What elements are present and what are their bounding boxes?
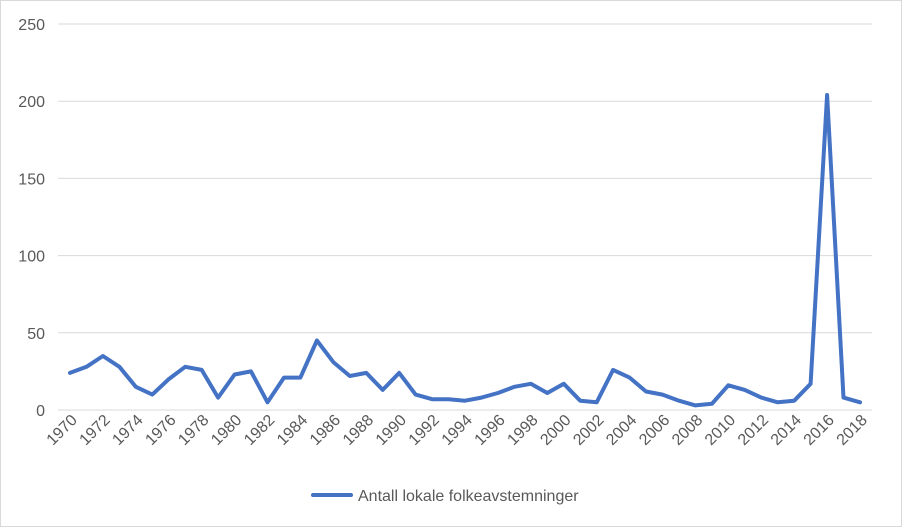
- data-point-1971: [84, 365, 88, 369]
- data-point-2003: [611, 368, 615, 372]
- data-point-1983: [282, 376, 286, 380]
- data-point-2007: [677, 399, 681, 403]
- data-point-2001: [578, 399, 582, 403]
- x-tick-label: 1986: [307, 412, 344, 449]
- data-point-1977: [183, 365, 187, 369]
- data-point-1978: [200, 368, 204, 372]
- data-point-1994: [463, 399, 467, 403]
- x-tick-label: 1970: [44, 412, 81, 449]
- x-tick-label: 1996: [472, 412, 509, 449]
- data-point-1982: [266, 400, 270, 404]
- x-tick-label: 1974: [109, 412, 146, 449]
- x-tick-label: 2016: [801, 412, 838, 449]
- x-tick-label: 1988: [340, 412, 377, 449]
- x-tick-label: 2008: [669, 412, 706, 449]
- data-point-1972: [101, 354, 105, 358]
- data-point-2005: [644, 389, 648, 393]
- data-point-1975: [150, 393, 154, 397]
- data-point-1981: [249, 369, 253, 373]
- data-point-2008: [693, 403, 697, 407]
- data-point-1993: [447, 397, 451, 401]
- data-point-2000: [562, 382, 566, 386]
- y-tick-label: 200: [18, 94, 45, 111]
- data-point-1990: [397, 371, 401, 375]
- data-point-1970: [68, 371, 72, 375]
- x-tick-label: 1976: [142, 412, 179, 449]
- data-point-1976: [167, 377, 171, 381]
- data-point-2017: [842, 396, 846, 400]
- data-point-1988: [364, 371, 368, 375]
- x-tick-label: 2014: [768, 412, 805, 449]
- x-tick-label: 2018: [834, 412, 871, 449]
- data-point-1980: [233, 372, 237, 376]
- y-tick-label: 250: [18, 17, 45, 34]
- legend-label: Antall lokale folkeavstemninger: [358, 488, 579, 505]
- x-tick-label: 1984: [274, 412, 311, 449]
- legend: Antall lokale folkeavstemninger: [311, 488, 579, 505]
- data-point-1985: [315, 339, 319, 343]
- data-point-1999: [545, 391, 549, 395]
- x-tick-label: 2004: [603, 412, 640, 449]
- data-point-1998: [529, 382, 533, 386]
- data-point-1996: [496, 391, 500, 395]
- data-point-2016: [825, 93, 829, 97]
- x-tick-label: 1972: [77, 412, 114, 449]
- x-tick-label: 1980: [208, 412, 245, 449]
- data-point-1987: [348, 374, 352, 378]
- x-tick-label: 2006: [636, 412, 673, 449]
- y-tick-label: 50: [27, 326, 45, 343]
- data-point-2014: [792, 399, 796, 403]
- data-point-1979: [216, 396, 220, 400]
- data-point-1991: [414, 393, 418, 397]
- data-points: [68, 93, 862, 407]
- data-point-2010: [726, 383, 730, 387]
- data-point-2015: [809, 382, 813, 386]
- y-axis: 0 50 100 150 200 250: [18, 17, 45, 420]
- gridlines: [58, 23, 872, 411]
- x-tick-label: 1994: [439, 412, 476, 449]
- data-point-1992: [430, 397, 434, 401]
- data-point-2009: [710, 402, 714, 406]
- data-point-1989: [381, 388, 385, 392]
- data-point-2002: [595, 400, 599, 404]
- y-tick-label: 150: [18, 171, 45, 188]
- data-point-1997: [512, 385, 516, 389]
- y-tick-label: 0: [36, 403, 45, 420]
- data-point-2006: [661, 393, 665, 397]
- data-point-2012: [759, 396, 763, 400]
- x-tick-label: 2002: [570, 412, 607, 449]
- x-tick-label: 1978: [175, 412, 212, 449]
- data-point-1974: [134, 385, 138, 389]
- data-point-1995: [479, 396, 483, 400]
- data-point-2011: [743, 388, 747, 392]
- x-tick-label: 1998: [504, 412, 541, 449]
- data-point-2004: [628, 376, 632, 380]
- data-point-2018: [858, 400, 862, 404]
- data-point-2013: [776, 400, 780, 404]
- x-tick-label: 2000: [537, 412, 574, 449]
- y-tick-label: 100: [18, 249, 45, 266]
- x-tick-label: 2012: [735, 412, 772, 449]
- data-point-1973: [117, 365, 121, 369]
- x-tick-label: 1992: [406, 412, 443, 449]
- series-line-antall-lokale-folkeavstemninger: [68, 93, 862, 408]
- data-point-1984: [298, 376, 302, 380]
- x-axis: 1970197219741976197819801982198419861988…: [44, 412, 871, 449]
- data-point-1986: [331, 360, 335, 364]
- x-tick-label: 1990: [373, 412, 410, 449]
- x-tick-label: 1982: [241, 412, 278, 449]
- x-tick-label: 2010: [702, 412, 739, 449]
